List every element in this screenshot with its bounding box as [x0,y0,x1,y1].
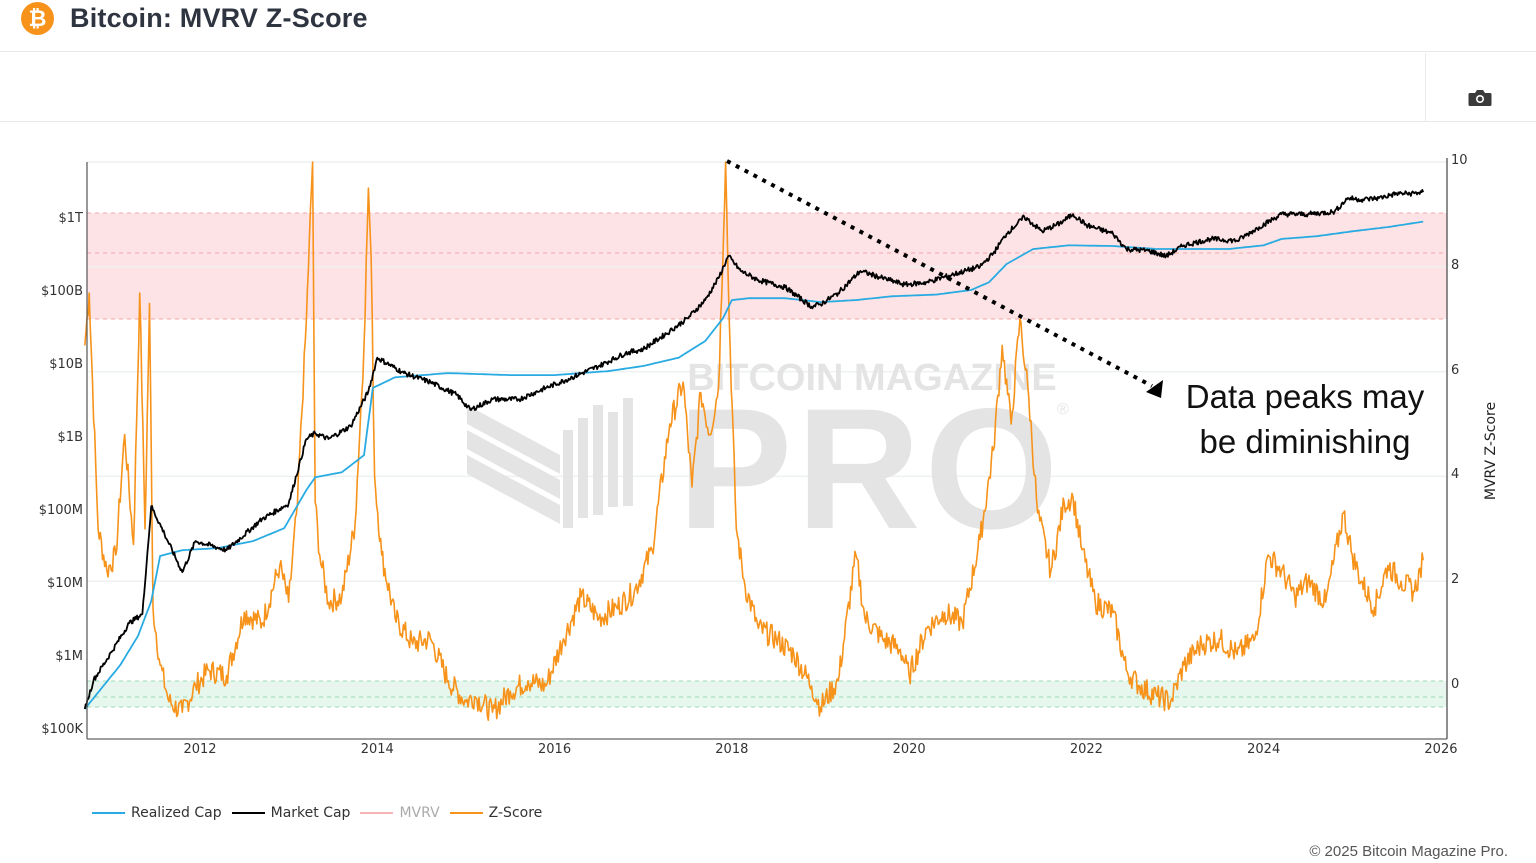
annotation-text: Data peaks may be diminishing [1170,374,1440,464]
page-title: Bitcoin: MVRV Z-Score [70,3,368,33]
left-y-tick: $100B [40,284,83,299]
realized-cap-swatch-icon [92,812,125,814]
left-y-tick: $100M [38,503,83,518]
left-y-tick: $10B [49,357,83,372]
x-tick: 2026 [1424,742,1458,757]
svg-text:PRO: PRO [678,373,1063,565]
right-y-tick: 0 [1451,677,1460,692]
market-cap-line [83,188,1425,710]
toolbar-divider [1425,53,1426,122]
legend-item-realized-cap[interactable]: Realized Cap [92,805,222,821]
bitcoin-logo-icon: ₿ [21,2,54,35]
chart-legend: Realized Cap Market Cap MVRV Z-Score [92,802,552,824]
annotation-line-2: be diminishing [1199,423,1411,460]
page-header: ₿ Bitcoin: MVRV Z-Score [0,0,1536,52]
legend-item-market-cap[interactable]: Market Cap [231,805,351,821]
svg-text:BITCOIN MAGAZINE: BITCOIN MAGAZINE [687,357,1056,399]
market-cap-swatch-icon [231,812,265,814]
right-axis-title: MVRV Z-Score [1483,401,1499,501]
left-y-tick: $1T [58,211,83,226]
x-tick: 2014 [360,742,394,757]
legend-label: Realized Cap [131,805,222,821]
realized-cap-line [84,220,1424,710]
left-y-tick: $1M [55,649,83,664]
chart-toolbar [0,53,1536,122]
right-y-tick: 6 [1451,362,1460,378]
right-y-tick: 8 [1451,257,1460,273]
x-tick: 2018 [715,742,749,757]
svg-text:®: ® [1057,401,1069,418]
legend-label: MVRV [399,805,440,821]
watermark: BITCOIN MAGAZINE PRO ® [467,357,1069,565]
annotation-line-1: Data peaks may [1185,378,1425,415]
left-y-tick: $100K [41,722,83,737]
watermark-logo-icon [467,398,633,528]
z-score-swatch-icon [449,812,483,814]
camera-icon [1468,90,1492,106]
left-y-tick: $10M [46,576,83,591]
annotation-trend-line [726,159,1153,388]
legend-label: Market Cap [270,805,351,821]
annotation-arrowhead-icon [1146,380,1163,398]
right-y-tick: 4 [1451,467,1460,483]
x-tick: 2020 [892,742,926,757]
overvalued-zone [87,213,1447,319]
x-tick: 2016 [538,742,572,757]
screenshot-button[interactable] [1466,86,1494,110]
legend-item-z-score[interactable]: Z-Score [449,805,543,821]
x-tick: 2024 [1247,742,1281,757]
legend-label: Z-Score [488,805,543,821]
copyright-footer: © 2025 Bitcoin Magazine Pro. [1309,843,1508,860]
undervalued-zone [87,681,1447,707]
right-y-tick: 2 [1451,572,1460,588]
legend-item-mvrv[interactable]: MVRV [360,805,440,821]
mvrv-swatch-icon [360,812,394,814]
x-tick: 2012 [183,742,217,757]
x-tick: 2022 [1069,742,1103,757]
z-score-line [84,161,1424,722]
left-y-tick: $1B [57,430,83,445]
right-y-tick: 10 [1451,153,1468,168]
